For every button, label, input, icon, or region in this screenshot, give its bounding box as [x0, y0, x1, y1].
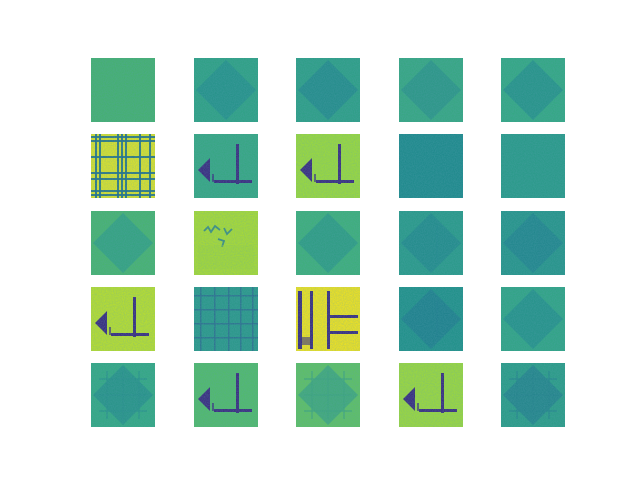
image-panel	[91, 287, 155, 351]
image-panel	[399, 211, 463, 275]
image-panel	[91, 211, 155, 275]
image-panel	[501, 134, 565, 198]
image-panel	[194, 134, 258, 198]
image-panel	[91, 363, 155, 427]
image-panel	[194, 287, 258, 351]
image-panel	[296, 211, 360, 275]
image-panel	[194, 211, 258, 275]
image-panel	[399, 363, 463, 427]
image-panel	[501, 363, 565, 427]
image-panel	[194, 363, 258, 427]
image-panel	[501, 287, 565, 351]
image-panel	[399, 134, 463, 198]
image-panel	[296, 363, 360, 427]
image-panel	[399, 287, 463, 351]
image-panel	[296, 58, 360, 122]
image-panel	[296, 134, 360, 198]
image-panel	[194, 58, 258, 122]
image-panel	[296, 287, 360, 351]
image-panel	[501, 211, 565, 275]
image-panel	[91, 134, 155, 198]
image-panel	[399, 58, 463, 122]
image-panel	[91, 58, 155, 122]
image-panel	[501, 58, 565, 122]
